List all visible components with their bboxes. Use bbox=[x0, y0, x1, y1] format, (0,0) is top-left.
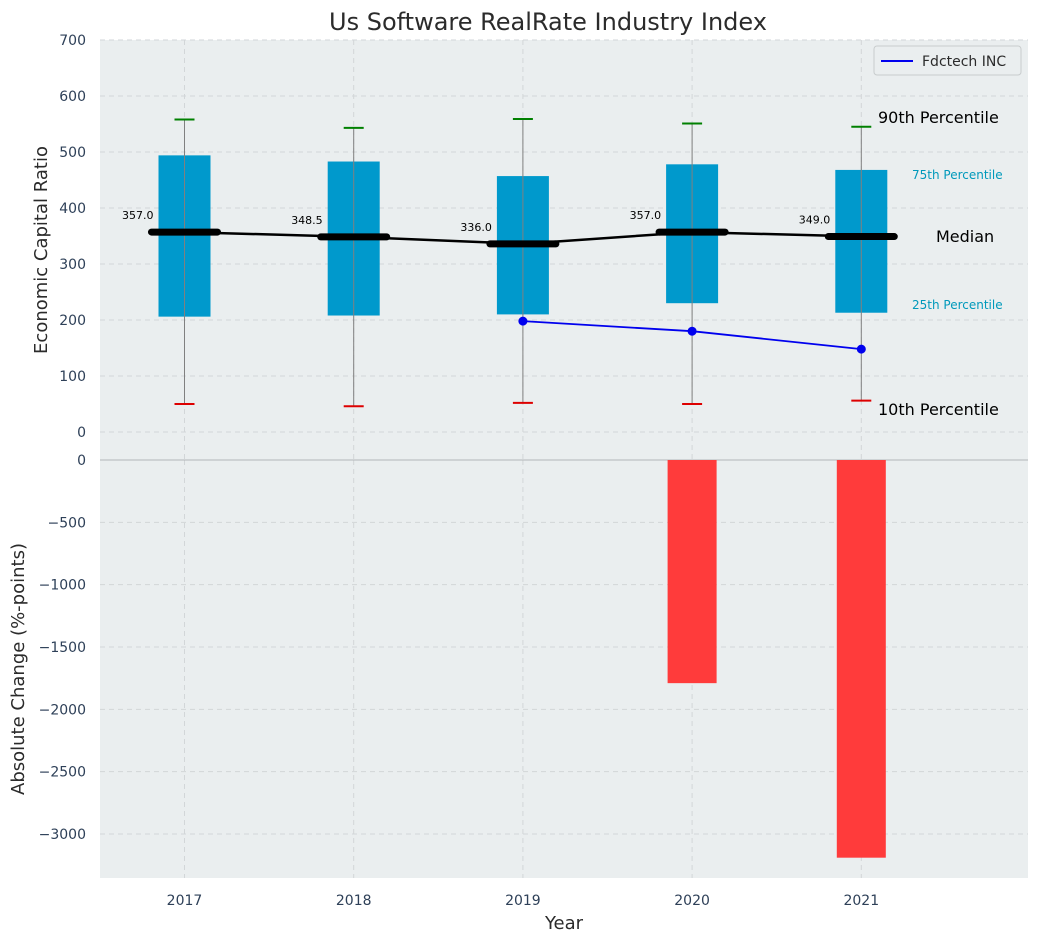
median-annotation: Median bbox=[936, 227, 994, 246]
box-plot-group: 357.0 348.5 336.0 357.0 349.0 bbox=[122, 117, 898, 408]
top-y-tick-label: 700 bbox=[59, 33, 86, 49]
bottom-y-tick-label: 0 bbox=[77, 453, 86, 469]
median-value-label: 357.0 bbox=[122, 209, 154, 222]
median-value-label: 336.0 bbox=[460, 221, 492, 234]
change-bar bbox=[836, 460, 886, 858]
bottom-y-tick-label: −2000 bbox=[39, 702, 86, 718]
x-tick-label: 2021 bbox=[843, 893, 879, 909]
median-value-label: 349.0 bbox=[799, 214, 831, 227]
x-tick-label: 2019 bbox=[505, 893, 541, 909]
chart-title: Us Software RealRate Industry Index bbox=[329, 8, 767, 36]
bottom-y-tick-label: −1000 bbox=[39, 578, 86, 594]
p75-annotation: 75th Percentile bbox=[912, 168, 1003, 182]
top-y-axis-label: Economic Capital Ratio bbox=[31, 146, 52, 354]
x-axis-label: Year bbox=[544, 913, 584, 934]
bottom-y-tick-label: −1500 bbox=[39, 640, 86, 656]
legend-label: Fdctech INC bbox=[922, 54, 1006, 70]
top-y-tick-label: 500 bbox=[59, 145, 86, 161]
top-y-tick-label: 200 bbox=[59, 313, 86, 329]
top-y-tick-label: 100 bbox=[59, 369, 86, 385]
top-y-tick-label: 0 bbox=[77, 425, 86, 441]
top-y-tick-label: 400 bbox=[59, 201, 86, 217]
top-y-tick-label: 600 bbox=[59, 89, 86, 105]
top-plot-area bbox=[100, 40, 1028, 460]
x-tick-label: 2018 bbox=[336, 893, 372, 909]
p25-annotation: 25th Percentile bbox=[912, 298, 1003, 312]
median-trend-line bbox=[184, 230, 862, 246]
x-tick-label: 2017 bbox=[167, 893, 203, 909]
bottom-y-tick-label: −2500 bbox=[39, 765, 86, 781]
p90-annotation: 90th Percentile bbox=[878, 108, 999, 127]
median-value-label: 357.0 bbox=[630, 209, 662, 222]
median-value-label: 348.5 bbox=[291, 214, 323, 227]
top-y-tick-label: 300 bbox=[59, 257, 86, 273]
company-series-point bbox=[856, 344, 866, 354]
axis-ticks-group: 0 100 200 300 400 500 600 700 0 −500 −1000 −1500 −20… bbox=[39, 33, 879, 909]
company-series-point bbox=[687, 326, 697, 336]
bottom-y-axis-label: Absolute Change (%-points) bbox=[8, 543, 29, 795]
company-series-point bbox=[518, 316, 528, 326]
bottom-y-tick-label: −500 bbox=[48, 515, 86, 531]
legend-box bbox=[873, 45, 1022, 76]
company-series-group bbox=[518, 316, 866, 354]
p10-annotation: 10th Percentile bbox=[878, 400, 999, 419]
change-bar bbox=[667, 460, 717, 684]
legend: Fdctech INC bbox=[873, 45, 1022, 76]
x-tick-label: 2020 bbox=[674, 893, 710, 909]
bottom-y-tick-label: −3000 bbox=[39, 827, 86, 843]
change-bars-group bbox=[667, 460, 886, 858]
